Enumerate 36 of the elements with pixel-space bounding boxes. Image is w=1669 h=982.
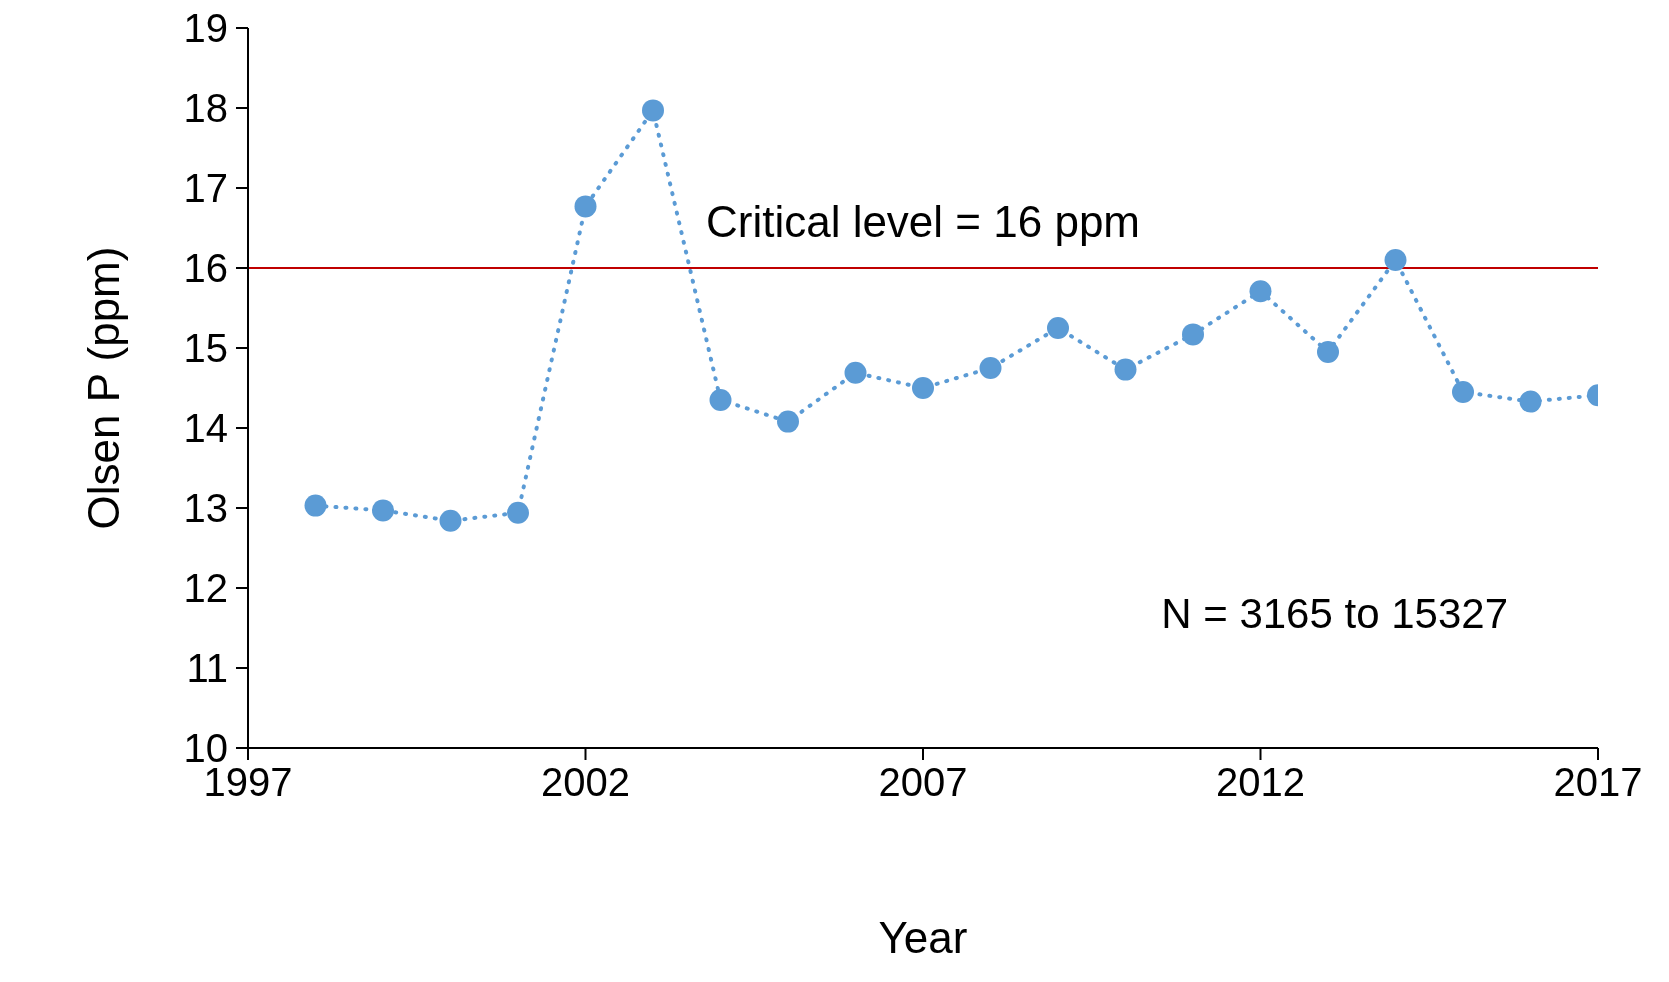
y-tick-label: 19 (183, 6, 228, 51)
y-tick-label: 17 (183, 166, 228, 211)
point (642, 99, 664, 122)
x-tick-label: 2007 (878, 760, 968, 805)
point (1249, 280, 1272, 303)
x-axis-title: Year (878, 913, 968, 962)
point (372, 499, 394, 522)
point (1384, 249, 1407, 271)
y-tick-label: 18 (183, 86, 228, 131)
y-axis-title: Olsen P (ppm) (78, 246, 128, 530)
point (1047, 317, 1069, 339)
point (777, 410, 799, 433)
x-tick-label: 2012 (1216, 760, 1305, 805)
point (844, 361, 867, 384)
y-tick-label: 16 (183, 246, 228, 291)
x-tick-label: 2002 (541, 760, 630, 805)
point (1452, 381, 1474, 403)
point (1182, 323, 1204, 346)
point (979, 357, 1002, 379)
point (1519, 390, 1542, 413)
point (709, 389, 732, 411)
point (574, 195, 597, 218)
y-tick-label: 11 (186, 646, 228, 691)
ref-line-label: Critical level = 16 ppm (705, 197, 1141, 247)
point (304, 494, 327, 517)
y-tick-label: 14 (183, 406, 228, 451)
y-tick-label: 15 (183, 326, 228, 371)
point (1114, 358, 1137, 381)
point (439, 509, 462, 532)
y-tick-label: 13 (183, 486, 228, 531)
point (507, 501, 529, 524)
annotation: N = 3165 to 15327 (1161, 590, 1508, 638)
point (912, 377, 934, 399)
point (1317, 341, 1339, 363)
x-tick-label: 2017 (1553, 760, 1643, 805)
y-tick-label: 12 (183, 566, 228, 611)
